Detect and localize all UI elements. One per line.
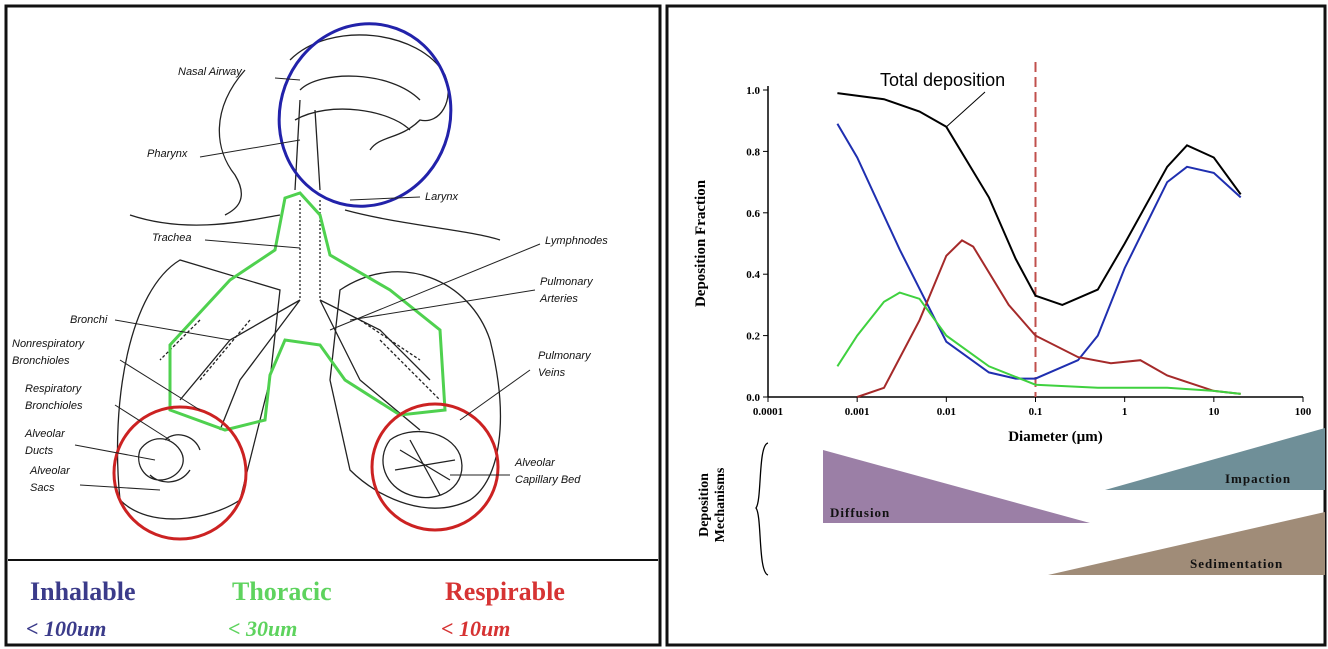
anatomy-label: Pharynx	[147, 148, 188, 160]
y-tick-label: 0.0	[746, 392, 760, 404]
y-tick-label: 0.8	[746, 146, 760, 158]
anatomy-label: Larynx	[425, 191, 459, 203]
x-axis-label: Diameter (µm)	[1008, 429, 1103, 445]
anatomy-label: Respiratory	[25, 383, 83, 395]
anatomy-label: Alveolar	[514, 457, 556, 469]
anatomy-label: Alveolar	[24, 428, 66, 440]
series-annotation: Total deposition	[880, 70, 1005, 90]
fraction-size: < 30um	[228, 616, 297, 641]
x-tick-label: 1	[1122, 406, 1128, 418]
y-axis-label: Deposition Fraction	[693, 179, 709, 307]
anatomy-label: Bronchioles	[25, 400, 83, 412]
mechanism-label: Diffusion	[830, 505, 890, 520]
x-tick-label: 0.0001	[753, 406, 783, 418]
anatomy-label: Alveolar	[29, 465, 71, 477]
mechanisms-title: Deposition	[697, 473, 712, 537]
mechanism-label: Impaction	[1225, 471, 1291, 486]
anatomy-label: Bronchioles	[12, 355, 70, 367]
x-tick-label: 100	[1295, 406, 1312, 418]
x-tick-label: 0.1	[1029, 406, 1043, 418]
anatomy-label: Nonrespiratory	[12, 338, 86, 350]
anatomy-label: Sacs	[30, 482, 55, 494]
anatomy-label: Pulmonary	[540, 276, 594, 288]
y-tick-label: 1.0	[746, 85, 760, 97]
anatomy-label: Bronchi	[70, 314, 108, 326]
page: Nasal Airway Pharynx Larynx Trachea Lymphnod…	[0, 0, 1328, 649]
anatomy-label: Lymphnodes	[545, 235, 608, 247]
y-tick-label: 0.6	[746, 208, 760, 220]
y-tick-label: 0.4	[746, 269, 760, 281]
fraction-size: < 10um	[441, 616, 510, 641]
x-tick-label: 0.001	[845, 406, 870, 418]
anatomy-label: Pulmonary	[538, 350, 592, 362]
anatomy-label: Ducts	[25, 445, 54, 457]
anatomy-label: Capillary Bed	[515, 474, 581, 486]
mechanism-label: Sedimentation	[1190, 556, 1283, 571]
fraction-name: Inhalable	[30, 577, 136, 606]
fraction-size: < 100um	[26, 616, 106, 641]
y-tick-label: 0.2	[746, 331, 760, 343]
anatomy-label: Veins	[538, 367, 566, 379]
anatomy-label: Nasal Airway	[178, 66, 243, 78]
mechanisms-title: Mechanisms	[713, 467, 728, 542]
fraction-name: Respirable	[445, 577, 565, 606]
fraction-name: Thoracic	[232, 577, 332, 606]
anatomy-label: Trachea	[152, 232, 192, 244]
anatomy-label: Arteries	[539, 293, 578, 305]
x-tick-label: 10	[1208, 406, 1220, 418]
x-tick-label: 0.01	[937, 406, 956, 418]
